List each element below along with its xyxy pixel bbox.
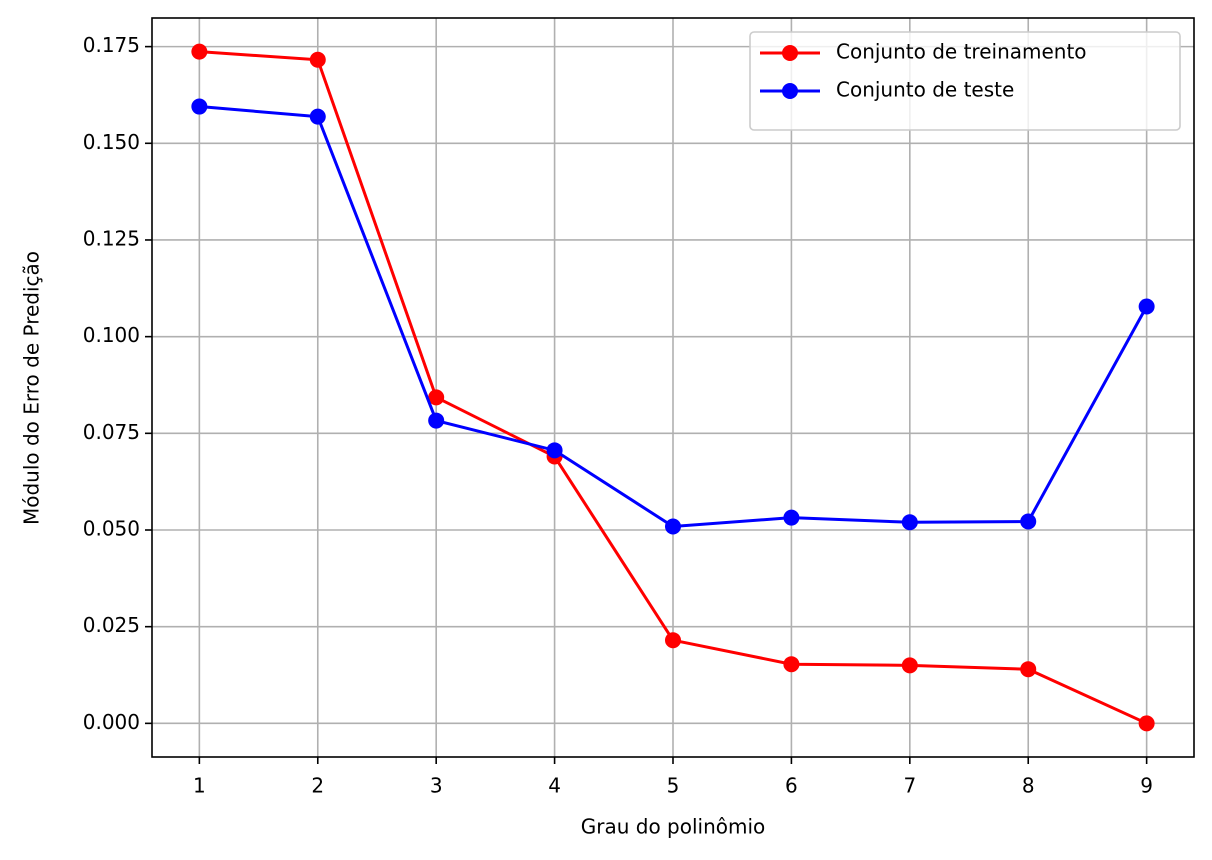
y-tick-label: 0.000 (83, 710, 140, 734)
point (309, 51, 326, 68)
x-tick-label: 7 (903, 774, 916, 798)
x-tick-label: 9 (1140, 774, 1153, 798)
legend-label: Conjunto de teste (836, 78, 1014, 102)
x-axis-label: Grau do polinômio (581, 815, 766, 839)
x-tick-label: 4 (548, 774, 561, 798)
y-tick-label: 0.075 (83, 420, 140, 444)
y-tick-label: 0.050 (83, 517, 140, 541)
x-tick-label: 1 (193, 774, 206, 798)
point (665, 632, 681, 649)
point (1020, 661, 1037, 678)
point (783, 509, 800, 526)
point (191, 98, 208, 115)
y-tick-label: 0.025 (83, 613, 140, 637)
x-tick-label: 3 (430, 774, 443, 798)
point (191, 43, 208, 60)
point (546, 442, 563, 459)
legend-label: Conjunto de treinamento (836, 40, 1087, 64)
legend-marker (782, 83, 798, 99)
point (428, 412, 445, 429)
point (428, 389, 445, 406)
y-tick-label: 0.150 (83, 130, 140, 154)
x-tick-label: 5 (667, 774, 680, 798)
x-tick-label: 6 (785, 774, 798, 798)
plot-frame (151, 17, 1195, 758)
point (783, 656, 800, 673)
point (1020, 513, 1037, 530)
point (665, 518, 681, 535)
x-tick-label: 8 (1022, 774, 1035, 798)
point (1138, 715, 1155, 732)
legend-marker (782, 45, 798, 61)
y-tick-label: 0.125 (83, 226, 140, 250)
y-tick-label: 0.175 (83, 33, 140, 57)
legend-box (749, 31, 1181, 131)
point (309, 108, 326, 125)
y-axis-label: Módulo do Erro de Predição (20, 251, 44, 525)
x-tick-label: 2 (311, 774, 324, 798)
y-tick-label: 0.100 (83, 323, 140, 347)
point (901, 657, 918, 674)
point (1138, 298, 1155, 315)
point (901, 514, 918, 531)
